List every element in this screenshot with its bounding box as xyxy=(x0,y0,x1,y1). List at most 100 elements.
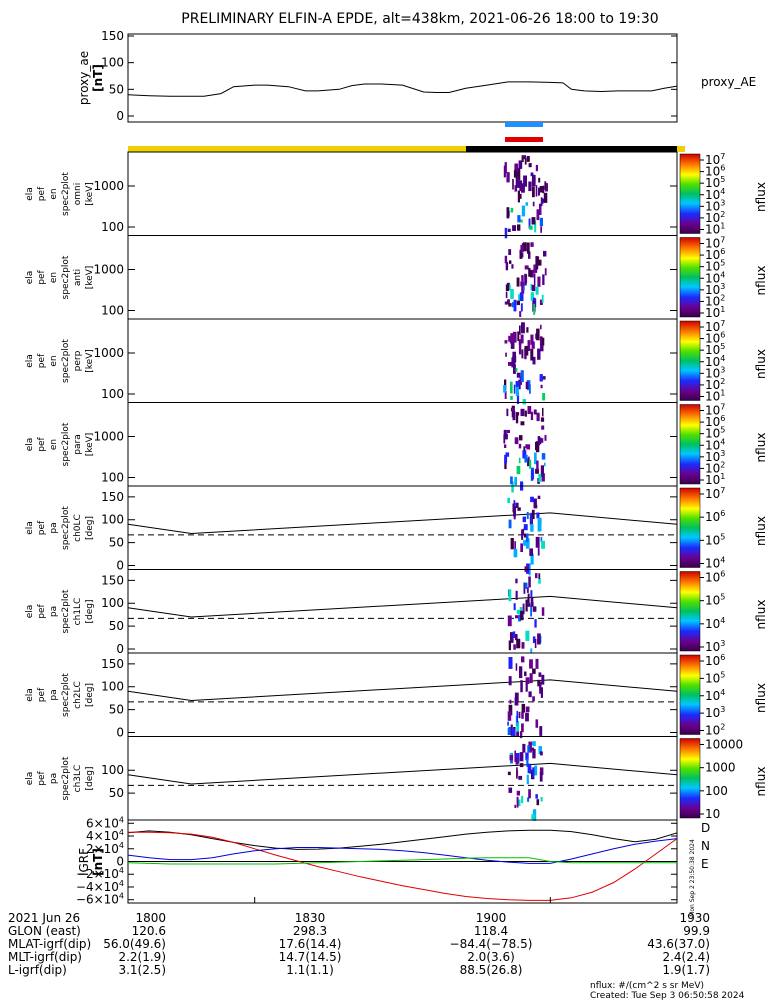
panel-ytick-label: 100 xyxy=(101,304,124,318)
spectrogram-pixel xyxy=(510,395,513,400)
spectrogram-pixel xyxy=(532,201,535,207)
spectrogram-pixel xyxy=(519,435,523,441)
proxy-ae-line xyxy=(127,81,678,97)
spectrogram-pixel xyxy=(538,672,542,677)
spectrogram-pixel xyxy=(508,249,512,255)
spectrogram-pixel xyxy=(530,348,534,361)
panel-ylabel-5: ch0LC xyxy=(73,514,83,542)
colorbar-tick-label: 106 xyxy=(705,247,725,262)
spectrogram-pixel xyxy=(539,337,542,346)
spectrogram-pixel xyxy=(519,219,523,223)
spectrogram-pixel xyxy=(542,185,545,194)
panel-ytick-label: 50 xyxy=(109,619,124,633)
spectrogram-pixel xyxy=(536,328,540,341)
spectrogram-pixel xyxy=(539,299,543,305)
spectrogram-pixel xyxy=(516,277,520,287)
spectrogram-pixel xyxy=(538,187,540,196)
spectrogram-pixel xyxy=(505,291,508,298)
colorbar-tick-label: 107 xyxy=(705,319,725,334)
panel-ylabel-7: spec2plot xyxy=(61,673,71,717)
colorbar-tick-label: 103 xyxy=(705,282,725,297)
spectrogram-pixel xyxy=(526,587,529,593)
spectrogram-pixel xyxy=(529,384,531,394)
colorbar-label: nflux xyxy=(754,266,768,296)
panel-ylabel-7: ch2LC xyxy=(73,681,83,709)
proxy-ae-ytick-label: 0 xyxy=(116,109,124,123)
spectrogram-pixel xyxy=(530,292,535,301)
spectrogram-pixel xyxy=(528,691,532,698)
info-row-value: 2.2(1.9) xyxy=(118,950,166,964)
spectrogram-pixel xyxy=(515,590,518,600)
spectrogram-pixel xyxy=(544,268,547,276)
spectrogram-pixel xyxy=(535,573,538,579)
spectrogram-pixel xyxy=(513,384,516,394)
igrf-line-total xyxy=(127,829,678,850)
spectrogram-pixel xyxy=(540,687,543,698)
spectrogram-pixel xyxy=(518,775,523,780)
spectrogram-pixel xyxy=(515,381,520,388)
spectrogram-pixel xyxy=(540,536,543,542)
spectrogram-pixel xyxy=(539,767,544,776)
panel-ytick-label: 50 xyxy=(109,786,124,800)
spectrogram-pixel xyxy=(543,199,545,203)
spectrogram-pixel xyxy=(512,355,517,362)
spectrogram-pixel xyxy=(528,218,531,229)
spectrogram-pixel xyxy=(524,157,527,165)
spectrogram-pixel xyxy=(541,473,545,482)
spectrogram-pixel xyxy=(518,614,521,622)
panel-ylabel-1: [keV] xyxy=(85,182,95,206)
spectrogram-pixel xyxy=(512,331,517,343)
spectrogram-pixel xyxy=(520,610,524,621)
spectrogram-pixel xyxy=(518,457,521,464)
info-row-value: 1900 xyxy=(476,911,507,925)
igrf-yunit: [nT] xyxy=(91,848,105,876)
panel-ylabel-1: en xyxy=(49,188,59,199)
spectrogram-pixel xyxy=(515,178,520,188)
spectrogram-pixel xyxy=(530,602,534,607)
panel-ytick-label: 100 xyxy=(101,220,124,234)
spectrogram-pixel xyxy=(528,251,531,259)
spectrogram-pixel xyxy=(521,349,524,359)
panel-ytick-label: 1000 xyxy=(93,263,124,277)
spectrogram-pixel xyxy=(508,657,513,669)
spectrogram-pixel xyxy=(514,541,516,552)
panel-frame-5 xyxy=(127,485,678,570)
spectrogram-pixel xyxy=(530,284,533,291)
spectrogram-pixel xyxy=(526,327,529,333)
spectrogram-pixel xyxy=(526,156,530,162)
spectrogram-pixel xyxy=(539,374,543,382)
spectrogram-pixel xyxy=(528,181,532,192)
spectrogram-pixel xyxy=(534,220,537,233)
panel-ylabel-7: [deg] xyxy=(85,683,95,707)
panel-ytick-label: 0 xyxy=(116,559,124,573)
spectrogram-pixel xyxy=(521,205,526,217)
igrf-ytick-label: −2×104 xyxy=(76,866,124,881)
panel-ytick-label: 50 xyxy=(109,703,124,717)
spectrogram-pixel xyxy=(536,512,540,519)
panel-ytick-label: 0 xyxy=(116,726,124,740)
panel-ylabel-7: pef xyxy=(37,687,47,702)
info-row-value: 1800 xyxy=(135,911,166,925)
info-row-value: 120.6 xyxy=(132,924,166,938)
proxy-ae-ylabel: proxy_ae xyxy=(77,51,91,105)
spectrogram-pixel xyxy=(522,743,526,753)
colorbar-tick-label: 104 xyxy=(705,354,725,369)
panel-ylabel-3: [keV] xyxy=(85,349,95,373)
colorbar-tick-label: 102 xyxy=(705,723,725,738)
spectrogram-pixel xyxy=(531,341,535,349)
info-row-value: 1830 xyxy=(295,911,326,925)
proxy-ae-ytick-label: 50 xyxy=(109,82,124,96)
spectrogram-pixel xyxy=(512,411,516,421)
spectrogram-pixel xyxy=(544,435,547,441)
colorbar-tick-label: 107 xyxy=(705,403,725,418)
spectrogram-pixel xyxy=(526,758,529,767)
igrf-ytick-label: 6×104 xyxy=(86,815,124,830)
panel-ytick-label: 150 xyxy=(101,573,124,587)
spectrogram-pixel xyxy=(517,331,520,341)
spectrogram-pixel xyxy=(516,465,521,475)
spectrogram-pixel xyxy=(508,303,512,307)
colorbar-label: nflux xyxy=(754,182,768,212)
spectrogram-pixel xyxy=(530,604,532,617)
spectrogram-pixel xyxy=(505,284,510,292)
spectrogram-pixel xyxy=(518,711,521,719)
